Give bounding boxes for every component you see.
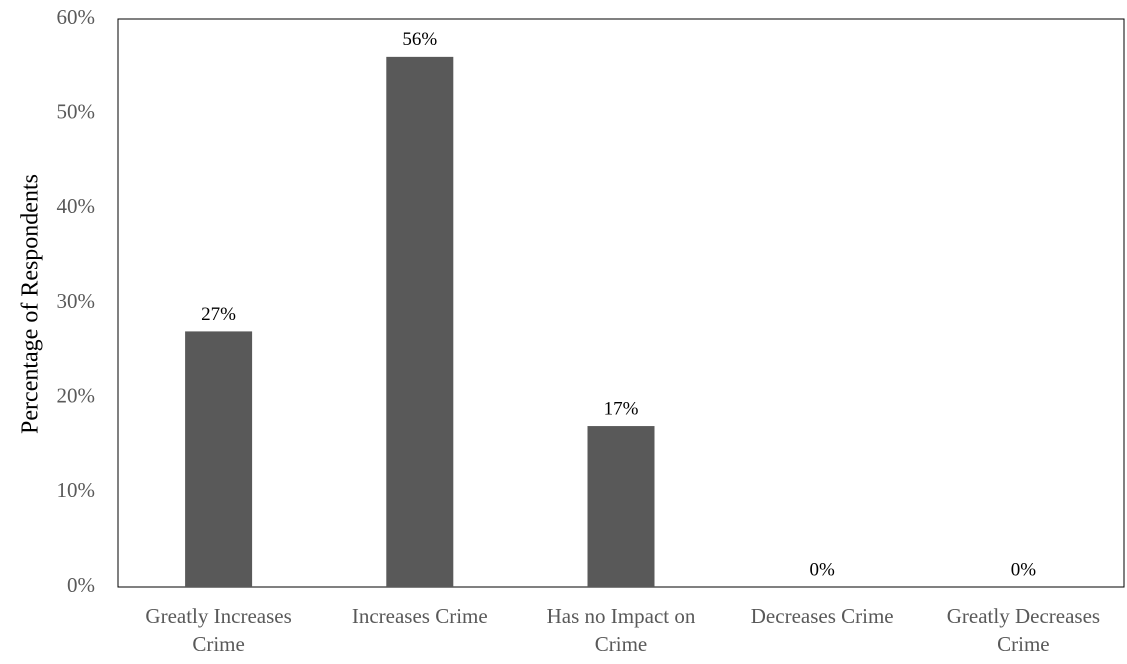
x-category-label: Increases Crime [352, 604, 488, 628]
data-label: 0% [810, 559, 836, 580]
data-labels: 27% 56% 17% 0% 0% [201, 29, 1036, 580]
data-label: 0% [1011, 559, 1037, 580]
y-axis-title: Percentage of Respondents [18, 174, 44, 434]
bars [185, 56, 655, 588]
y-tick-label: 20% [57, 383, 96, 407]
y-tick-label: 40% [57, 194, 96, 218]
y-tick-label: 0% [67, 573, 95, 597]
bar [185, 331, 253, 587]
x-category-label: Decreases Crime [751, 604, 894, 628]
y-tick-label: 50% [57, 99, 96, 123]
data-label: 27% [201, 304, 236, 325]
bar [386, 56, 454, 588]
x-category-labels: Greatly Increases Crime Increases Crime Has… [145, 604, 1100, 656]
y-tick-label: 10% [57, 478, 96, 502]
x-category-label: Greatly Increases Crime [145, 604, 291, 656]
data-label: 56% [402, 29, 437, 50]
data-label: 17% [604, 398, 639, 419]
x-category-label: Greatly Decreases Crime [947, 604, 1100, 656]
y-tick-label: 30% [57, 289, 96, 313]
y-tick-label: 60% [57, 5, 96, 29]
x-category-label: Has no Impact on Crime [547, 604, 696, 656]
bar [587, 426, 655, 587]
y-tick-labels: 0% 10% 20% 30% 40% 50% 60% [57, 5, 96, 597]
